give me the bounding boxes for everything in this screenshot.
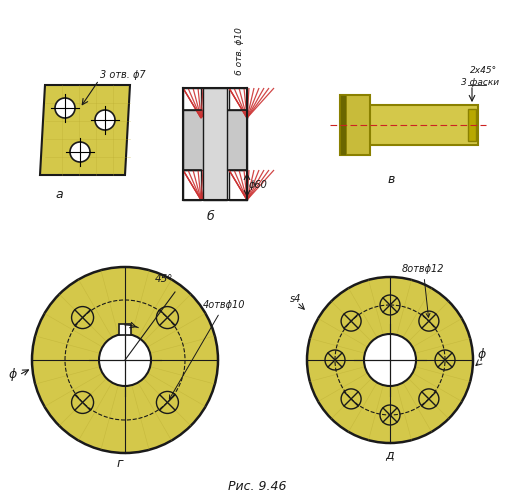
Bar [229, 88, 247, 118]
Bar [340, 95, 370, 155]
Text: s4: s4 [290, 294, 301, 304]
Bar [360, 105, 478, 145]
Text: 6 отв. ϕ10: 6 отв. ϕ10 [235, 27, 244, 75]
Text: д: д [385, 448, 393, 461]
Text: 4отвϕ10: 4отвϕ10 [169, 300, 246, 399]
Text: а: а [55, 188, 63, 201]
Circle shape [70, 142, 90, 162]
Bar [183, 170, 201, 200]
Text: 3 фаски: 3 фаски [461, 78, 499, 87]
Text: 2х45°: 2х45° [470, 66, 497, 75]
Text: 3 отв. ϕ7: 3 отв. ϕ7 [100, 70, 146, 80]
Text: ϕ: ϕ [9, 368, 17, 381]
Circle shape [32, 267, 218, 453]
Text: ϕ60: ϕ60 [249, 180, 268, 190]
Bar [340, 95, 346, 155]
Circle shape [364, 334, 416, 386]
Text: 45°: 45° [155, 274, 174, 284]
Text: ϕ: ϕ [478, 348, 486, 361]
Circle shape [99, 334, 151, 386]
Bar [203, 88, 227, 200]
Bar [229, 170, 247, 200]
Circle shape [55, 98, 75, 118]
Circle shape [307, 277, 473, 443]
Text: 8отвϕ12: 8отвϕ12 [402, 264, 444, 317]
Text: г: г [117, 457, 124, 470]
Circle shape [95, 110, 115, 130]
Text: в: в [388, 173, 396, 186]
Bar [119, 324, 131, 335]
Bar [183, 88, 201, 118]
Bar [468, 109, 476, 141]
Polygon shape [40, 85, 130, 175]
Bar [183, 110, 247, 170]
Text: б: б [207, 210, 215, 223]
Text: Рис. 9.46: Рис. 9.46 [228, 480, 286, 493]
